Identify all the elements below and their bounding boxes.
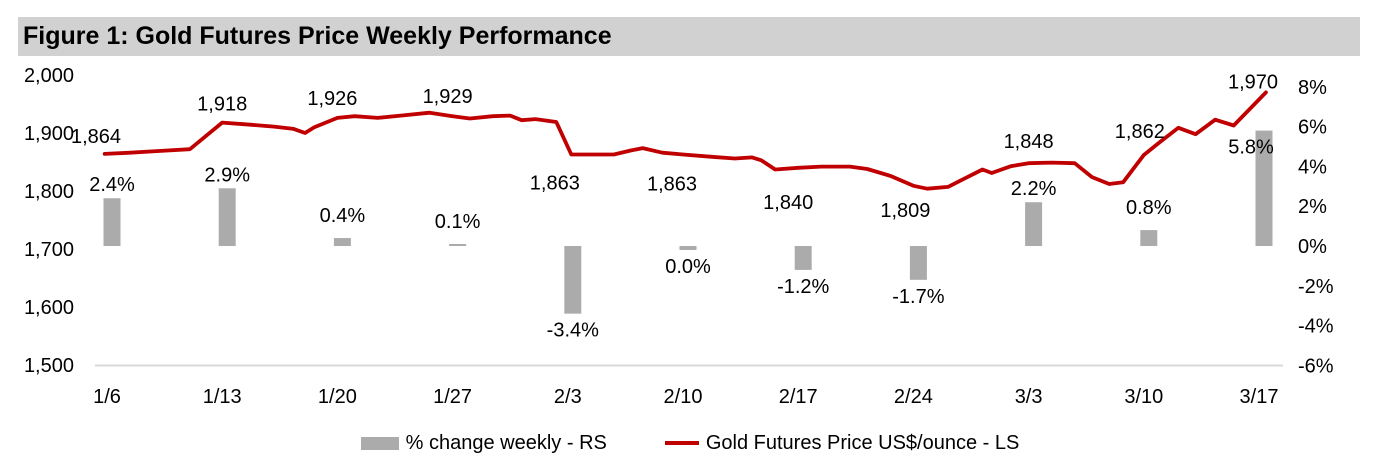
- gold-price-line: [102, 90, 1268, 191]
- left-axis-tick: 1,700: [24, 239, 74, 261]
- bar-3/10: [1140, 230, 1158, 246]
- right-axis-tick: 2%: [1298, 196, 1327, 218]
- price-value-label: 1,809: [880, 200, 930, 222]
- legend-bar-label: % change weekly - RS: [405, 431, 607, 454]
- chart-legend: % change weekly - RS Gold Futures Price …: [0, 428, 1380, 458]
- bar-2/17: [794, 246, 812, 270]
- right-axis-tick: 6%: [1298, 117, 1327, 139]
- bar-value-label: -1.2%: [777, 276, 829, 298]
- price-value-label: 1,863: [530, 172, 580, 194]
- bar-2/3: [564, 246, 582, 314]
- right-axis-tick: 4%: [1298, 156, 1327, 178]
- bar-2/24: [909, 246, 927, 280]
- bar-1/6: [103, 198, 121, 246]
- left-axis-tick: 1,600: [24, 297, 74, 319]
- left-axis-tick: 1,500: [24, 355, 74, 377]
- x-tick-label: 1/20: [318, 386, 357, 408]
- x-tick-label: 2/24: [894, 386, 933, 408]
- line-series-swatch-icon: [664, 441, 699, 445]
- x-tick-label: 2/10: [664, 386, 703, 408]
- left-axis-tick: 1,800: [24, 181, 74, 203]
- bar-value-label: -1.7%: [892, 286, 944, 308]
- bar-series-swatch-icon: [360, 436, 399, 450]
- figure-title: Figure 1: Gold Futures Price Weekly Perf…: [23, 22, 612, 50]
- x-tick-label: 2/3: [554, 386, 582, 408]
- left-axis-tick: 2,000: [24, 65, 74, 87]
- x-tick-label: 3/3: [1015, 386, 1043, 408]
- right-axis-tick: -4%: [1298, 316, 1334, 338]
- bar-value-label: 0.4%: [320, 205, 366, 227]
- bar-1/13: [218, 188, 236, 246]
- x-tick-label: 1/6: [93, 386, 121, 408]
- bar-value-label: 5.8%: [1228, 137, 1274, 159]
- bar-1/20: [333, 238, 351, 246]
- price-value-label: 1,918: [197, 94, 247, 116]
- price-value-label: 1,929: [423, 86, 473, 108]
- bar-2/10: [679, 246, 697, 250]
- legend-line-label: Gold Futures Price US$/ounce - LS: [705, 431, 1020, 454]
- price-value-label: 1,926: [307, 88, 357, 110]
- x-tick-label: 1/27: [433, 386, 472, 408]
- legend-item-gold-price: Gold Futures Price US$/ounce - LS: [664, 431, 1020, 455]
- price-value-label: 1,862: [1115, 121, 1165, 143]
- bar-1/27: [449, 244, 467, 246]
- price-value-label: 1,863: [647, 173, 697, 195]
- bar-value-label: 0.1%: [435, 211, 481, 233]
- price-value-label: 1,864: [71, 126, 121, 148]
- right-axis-tick: -6%: [1298, 355, 1334, 377]
- right-axis-tick: 8%: [1298, 77, 1327, 99]
- x-tick-label: 3/10: [1124, 386, 1163, 408]
- price-value-label: 1,970: [1228, 71, 1278, 93]
- bar-3/17: [1255, 130, 1273, 246]
- x-tick-label: 1/13: [203, 386, 242, 408]
- bar-value-label: 2.2%: [1011, 178, 1057, 200]
- bar-value-label: 0.0%: [665, 256, 711, 278]
- x-tick-label: 2/17: [779, 386, 818, 408]
- x-tick-label: 3/17: [1240, 386, 1279, 408]
- price-value-label: 1,840: [763, 192, 813, 214]
- bar-3/3: [1025, 202, 1043, 246]
- bar-value-label: 2.4%: [89, 174, 135, 196]
- right-axis-tick: 0%: [1298, 236, 1327, 258]
- figure-title-band: Figure 1: Gold Futures Price Weekly Perf…: [18, 17, 1360, 56]
- price-value-label: 1,848: [1004, 131, 1054, 153]
- left-axis-tick: 1,900: [24, 123, 74, 145]
- right-axis-tick: -2%: [1298, 276, 1334, 298]
- bar-value-label: -3.4%: [547, 320, 599, 342]
- legend-item-pct-change: % change weekly - RS: [360, 431, 607, 455]
- bar-value-label: 0.8%: [1126, 197, 1172, 219]
- bar-value-label: 2.9%: [204, 164, 250, 186]
